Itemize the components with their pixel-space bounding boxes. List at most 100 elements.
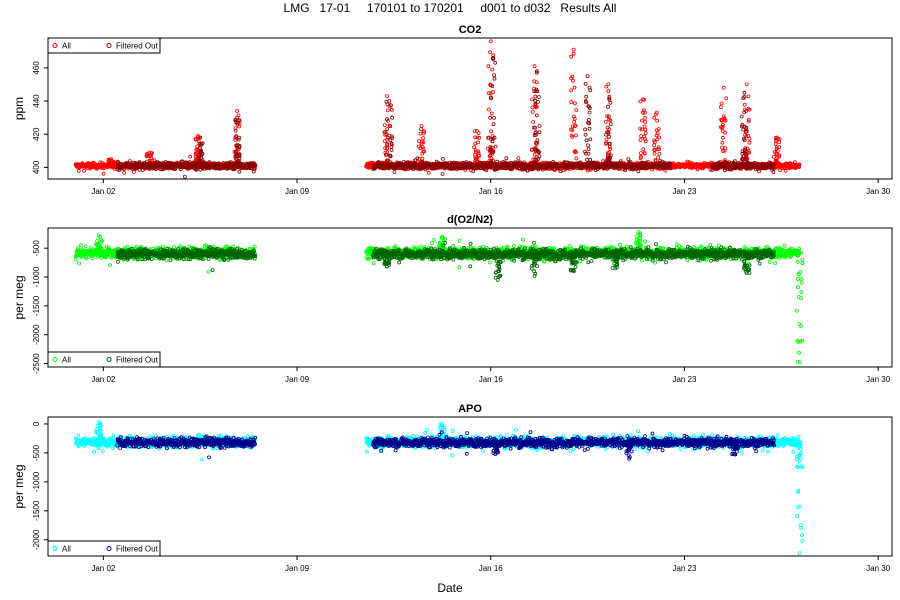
data-point — [537, 124, 542, 128]
data-point — [532, 152, 537, 157]
data-point — [571, 51, 576, 56]
data-point — [233, 137, 238, 142]
data-point — [587, 126, 592, 131]
data-point — [585, 157, 589, 162]
data-point — [195, 144, 200, 149]
data-point — [606, 82, 611, 87]
data-point — [744, 82, 749, 87]
data-point — [235, 109, 240, 113]
data-point — [719, 105, 723, 109]
y-axis-label: per meg — [12, 275, 26, 319]
data-point — [742, 90, 747, 95]
panel-title: d(O2/N2) — [447, 214, 493, 226]
series-filtered-out — [115, 56, 776, 179]
data-point — [531, 120, 535, 124]
data-point — [720, 140, 725, 145]
y-tick-label: 420 — [32, 127, 41, 141]
data-point — [83, 244, 88, 249]
data-point — [440, 156, 445, 161]
data-point — [533, 94, 538, 99]
data-point — [652, 115, 657, 120]
data-point — [125, 244, 130, 249]
data-point — [385, 127, 390, 132]
data-point — [572, 119, 577, 124]
data-point — [536, 100, 540, 104]
data-point — [490, 67, 495, 72]
data-point — [488, 115, 493, 120]
data-point — [586, 143, 590, 148]
data-point — [587, 110, 592, 115]
y-axis-label: ppm — [12, 97, 26, 120]
data-point — [489, 129, 494, 134]
data-point — [389, 148, 394, 152]
data-point — [657, 151, 662, 156]
data-point — [421, 136, 426, 140]
data-point — [537, 130, 542, 135]
data-point — [73, 257, 78, 262]
data-point — [656, 155, 660, 160]
data-point — [708, 167, 713, 172]
data-point — [530, 110, 535, 114]
data-point — [532, 64, 537, 69]
data-point — [492, 116, 496, 120]
data-point — [639, 134, 643, 138]
data-point — [82, 168, 86, 173]
data-point — [572, 85, 577, 90]
data-point — [537, 95, 541, 99]
x-tick-label: Jan 16 — [479, 187, 504, 196]
data-point — [486, 107, 491, 112]
data-point — [588, 137, 593, 142]
legend-label: Filtered Out — [116, 42, 159, 51]
data-point — [127, 159, 132, 163]
data-point — [608, 122, 613, 126]
data-point — [574, 133, 578, 138]
data-point — [79, 243, 83, 248]
data-point — [516, 156, 521, 161]
data-point — [586, 147, 591, 151]
data-point — [772, 154, 776, 159]
data-point — [771, 170, 776, 175]
data-point — [739, 114, 744, 119]
data-point — [385, 94, 389, 98]
data-point — [652, 151, 657, 156]
data-point — [638, 137, 643, 142]
data-point — [418, 131, 423, 136]
data-point — [182, 174, 187, 179]
data-point — [583, 82, 588, 86]
x-tick-label: Jan 09 — [285, 187, 310, 196]
data-point — [188, 154, 193, 159]
panel-title: CO2 — [459, 24, 482, 36]
data-point — [492, 73, 497, 77]
data-point — [643, 120, 648, 124]
data-point — [385, 108, 390, 113]
data-point — [603, 120, 608, 124]
data-point — [426, 170, 431, 175]
data-point — [643, 131, 648, 136]
y-tick-label: 460 — [32, 61, 41, 75]
data-point — [574, 108, 579, 112]
data-point — [492, 76, 497, 81]
data-point — [639, 151, 643, 156]
data-point — [604, 137, 609, 142]
data-point — [606, 104, 610, 109]
data-point — [643, 116, 648, 120]
data-point — [535, 113, 539, 118]
data-point — [587, 118, 591, 122]
data-point — [101, 171, 106, 176]
data-point — [636, 169, 641, 174]
data-point — [504, 156, 509, 161]
data-point — [721, 135, 725, 140]
data-point — [493, 144, 498, 149]
data-point — [724, 96, 729, 101]
data-point — [488, 50, 493, 55]
data-point — [721, 85, 726, 90]
data-point — [488, 39, 493, 44]
legend-label: All — [62, 42, 71, 51]
data-point — [76, 169, 81, 173]
data-point — [643, 127, 648, 132]
data-point — [237, 169, 242, 174]
data-point — [131, 170, 136, 174]
